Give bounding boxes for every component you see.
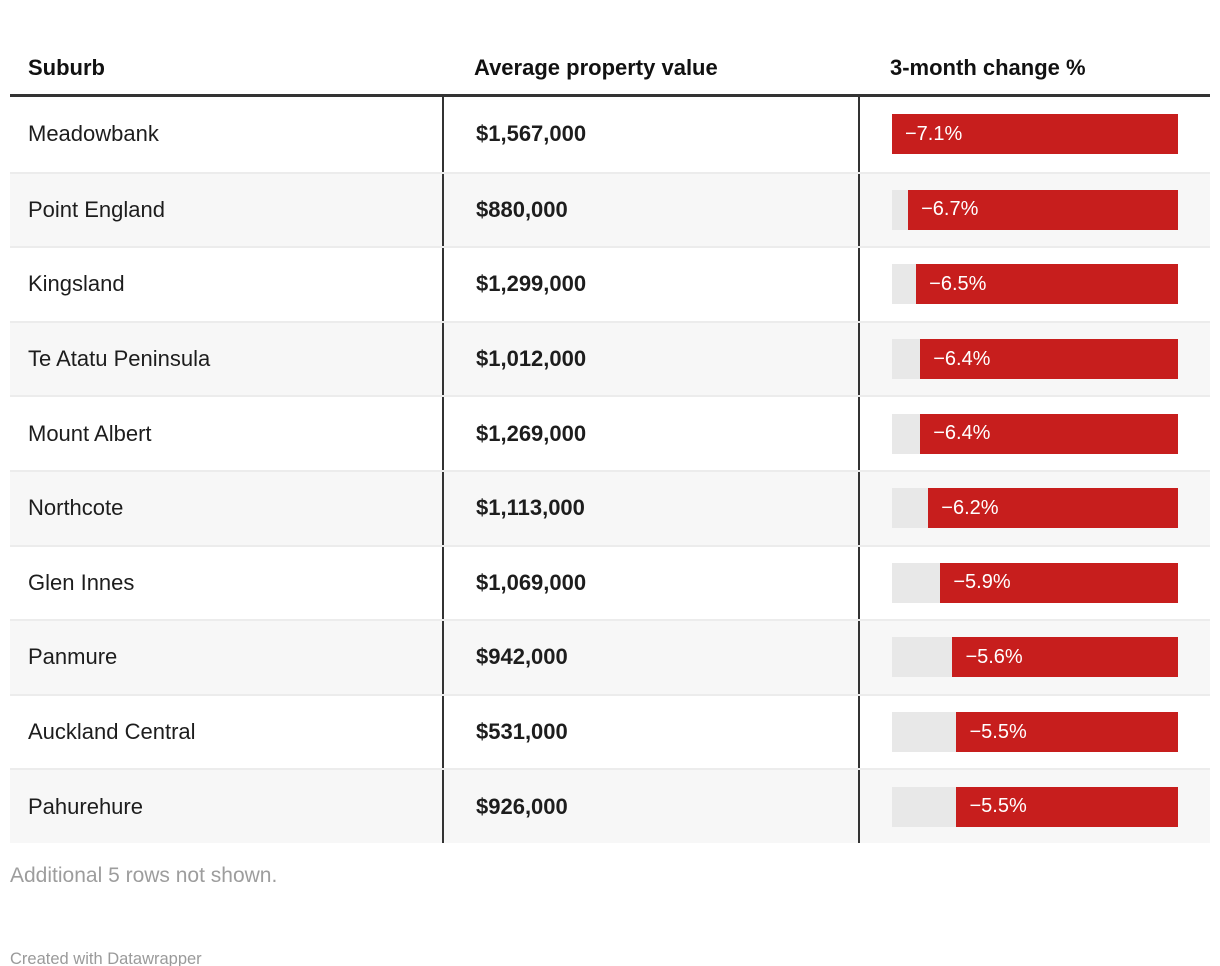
suburb-cell: Pahurehure xyxy=(28,793,143,819)
average-value-cell: $942,000 xyxy=(442,621,858,694)
suburb-cell: Auckland Central xyxy=(28,719,196,745)
table-row: Auckland Central $531,000 −5.5% xyxy=(10,693,1210,769)
bar-value-label: −5.5% xyxy=(969,795,1027,818)
suburb-cell: Te Atatu Peninsula xyxy=(28,346,211,372)
negative-change-bar: −5.5% xyxy=(956,786,1178,827)
column-header-3-month-change: 3-month change % xyxy=(890,55,1086,80)
negative-change-bar: −5.5% xyxy=(956,712,1178,753)
bar-track: −6.7% xyxy=(892,189,1178,230)
suburb-cell: Panmure xyxy=(28,644,118,670)
change-bar-cell: −6.4% xyxy=(858,397,1210,470)
change-bar-cell: −6.7% xyxy=(858,173,1210,247)
negative-change-bar: −6.5% xyxy=(916,264,1178,305)
table-row: Panmure $942,000 −5.6% xyxy=(10,619,1210,694)
suburb-cell: Glen Innes xyxy=(28,569,135,595)
average-value-cell: $880,000 xyxy=(442,173,858,247)
column-header-suburb: Suburb xyxy=(28,55,105,80)
bar-track: −5.9% xyxy=(892,562,1178,603)
table-header-row: Suburb Average property value 3-month ch… xyxy=(10,0,1210,97)
negative-change-bar: −5.6% xyxy=(952,637,1178,678)
bar-track: −6.2% xyxy=(892,488,1178,529)
bar-track: −5.5% xyxy=(892,786,1178,827)
table-row: Te Atatu Peninsula $1,012,000 −6.4% xyxy=(10,320,1210,396)
average-value-cell: $1,012,000 xyxy=(442,322,858,396)
bar-value-label: −6.4% xyxy=(933,422,991,445)
change-bar-cell: −6.5% xyxy=(858,248,1210,321)
change-bar-cell: −5.6% xyxy=(858,621,1210,694)
table-row: Meadowbank $1,567,000 −7.1% xyxy=(10,97,1210,172)
change-bar-cell: −6.2% xyxy=(858,471,1210,545)
suburb-cell: Meadowbank xyxy=(28,121,159,147)
rows-not-shown-note: Additional 5 rows not shown. xyxy=(10,863,278,887)
bar-value-label: −5.9% xyxy=(953,571,1011,594)
table-row: Northcote $1,113,000 −6.2% xyxy=(10,469,1210,545)
negative-change-bar: −6.2% xyxy=(928,488,1178,529)
bar-track: −6.4% xyxy=(892,413,1178,454)
bar-track: −5.5% xyxy=(892,712,1178,753)
bar-value-label: −6.2% xyxy=(941,496,999,519)
change-bar-cell: −5.5% xyxy=(858,770,1210,843)
property-value-table: Suburb Average property value 3-month ch… xyxy=(10,0,1210,843)
average-value-cell: $1,113,000 xyxy=(442,471,858,545)
average-value-cell: $1,567,000 xyxy=(442,97,858,172)
bar-track: −6.5% xyxy=(892,264,1178,305)
bar-value-label: −6.5% xyxy=(929,272,987,295)
table-row: Glen Innes $1,069,000 −5.9% xyxy=(10,544,1210,620)
bar-value-label: −7.1% xyxy=(905,122,963,145)
suburb-cell: Kingsland xyxy=(28,271,125,297)
negative-change-bar: −5.9% xyxy=(940,562,1178,603)
table-row: Point England $880,000 −6.7% xyxy=(10,171,1210,247)
table-row: Pahurehure $926,000 −5.5% xyxy=(10,768,1210,843)
suburb-cell: Mount Albert xyxy=(28,420,152,446)
change-bar-cell: −5.9% xyxy=(858,546,1210,620)
table-row: Kingsland $1,299,000 −6.5% xyxy=(10,246,1210,321)
negative-change-bar: −6.4% xyxy=(920,339,1178,380)
datawrapper-credit-link[interactable]: Created with Datawrapper xyxy=(10,949,202,966)
bar-value-label: −6.4% xyxy=(933,347,991,370)
bar-track: −5.6% xyxy=(892,637,1178,678)
table-body: Meadowbank $1,567,000 −7.1% Point England $8… xyxy=(10,97,1210,843)
average-value-cell: $1,269,000 xyxy=(442,397,858,470)
average-value-cell: $1,069,000 xyxy=(442,546,858,620)
bar-value-label: −5.5% xyxy=(969,720,1027,743)
bar-value-label: −6.7% xyxy=(921,198,979,221)
table-row: Mount Albert $1,269,000 −6.4% xyxy=(10,395,1210,470)
average-value-cell: $1,299,000 xyxy=(442,248,858,321)
negative-change-bar: −6.4% xyxy=(920,413,1178,454)
negative-change-bar: −7.1% xyxy=(892,114,1178,155)
negative-change-bar: −6.7% xyxy=(908,189,1178,230)
bar-value-label: −5.6% xyxy=(965,645,1023,668)
change-bar-cell: −6.4% xyxy=(858,322,1210,396)
change-bar-cell: −5.5% xyxy=(858,695,1210,769)
average-value-cell: $531,000 xyxy=(442,695,858,769)
bar-track: −7.1% xyxy=(892,114,1178,155)
suburb-cell: Northcote xyxy=(28,495,124,521)
suburb-cell: Point England xyxy=(28,196,165,222)
change-bar-cell: −7.1% xyxy=(858,97,1210,172)
column-header-average-property-value: Average property value xyxy=(474,55,718,80)
bar-track: −6.4% xyxy=(892,339,1178,380)
average-value-cell: $926,000 xyxy=(442,770,858,843)
